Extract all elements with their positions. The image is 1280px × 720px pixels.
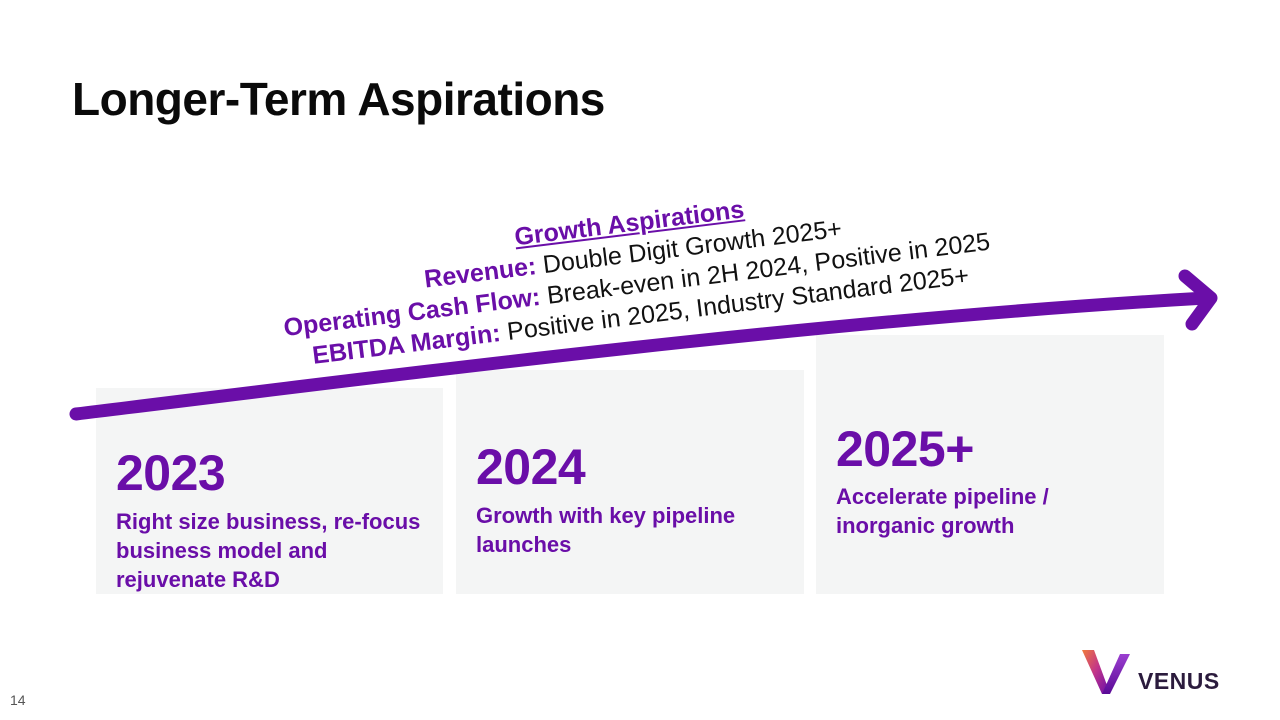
timeline-description-2024: Growth with key pipeline launches <box>476 503 736 557</box>
brand-name: VENUS <box>1138 668 1220 694</box>
slide-title: Longer-Term Aspirations <box>72 73 605 125</box>
timeline-year-2024: 2024 <box>476 439 586 495</box>
timeline-panel-2024 <box>456 370 804 594</box>
timeline-panel-2025 <box>816 335 1164 594</box>
timeline-description-2025: Accelerate pipeline / inorganic growth <box>836 484 1049 538</box>
page-number: 14 <box>10 692 26 708</box>
timeline-year-2023: 2023 <box>116 445 226 501</box>
timeline-description-2023: Right size business, re-focus business m… <box>116 509 421 592</box>
timeline-panel-2023 <box>96 388 443 594</box>
venus-logo-icon <box>1082 650 1130 694</box>
timeline-year-2025: 2025+ <box>836 421 974 477</box>
